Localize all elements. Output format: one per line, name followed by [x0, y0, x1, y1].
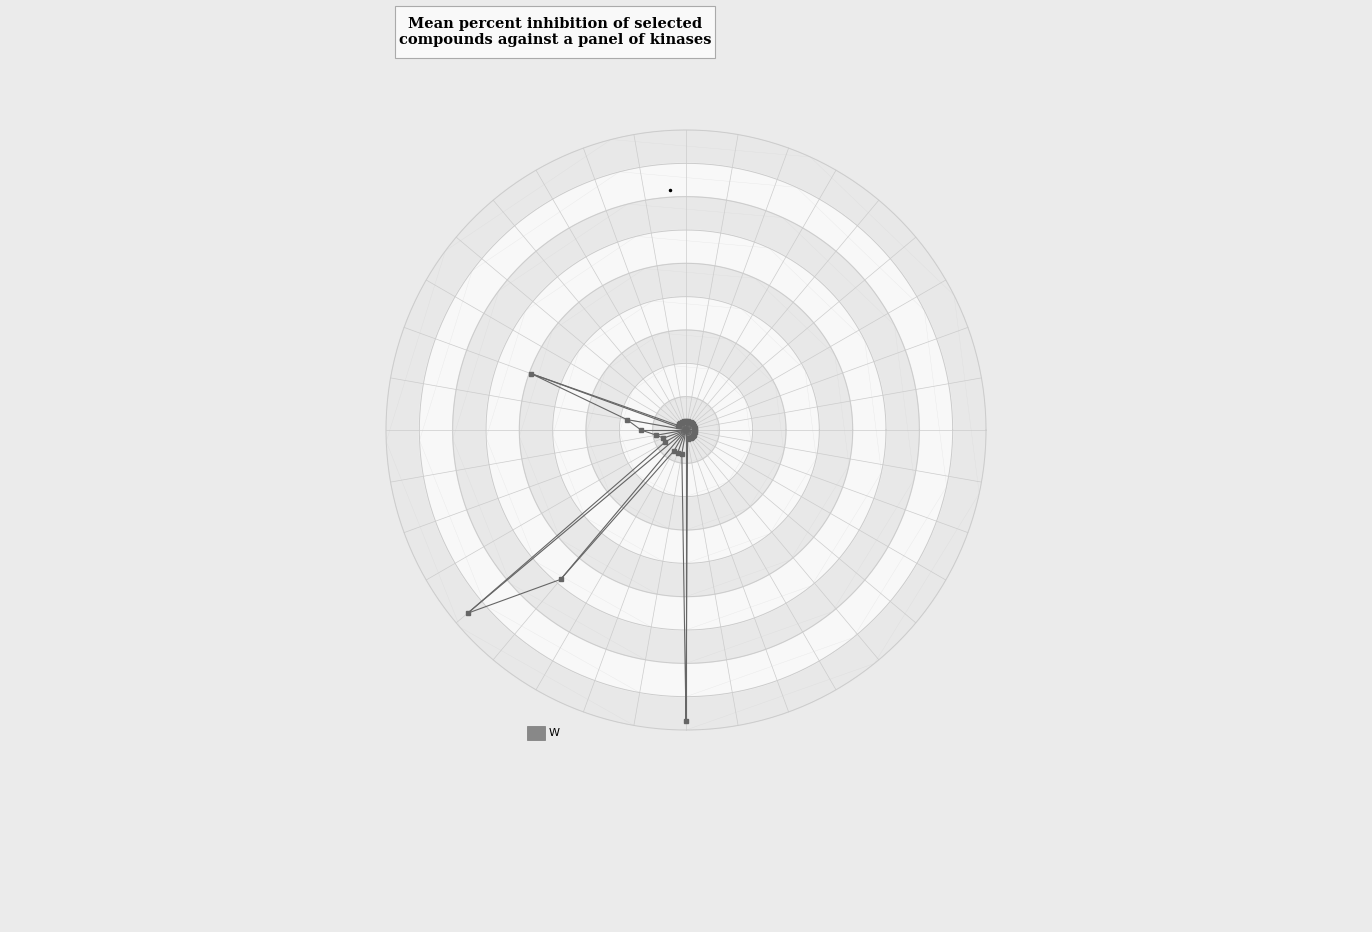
Bar: [527, 726, 545, 740]
Text: W: W: [549, 728, 560, 738]
Polygon shape: [386, 130, 986, 730]
Polygon shape: [520, 264, 852, 596]
Text: Mean percent inhibition of selected
compounds against a panel of kinases: Mean percent inhibition of selected comp…: [399, 17, 711, 48]
Polygon shape: [586, 330, 786, 530]
Polygon shape: [653, 397, 719, 463]
FancyBboxPatch shape: [395, 6, 715, 58]
Polygon shape: [486, 230, 886, 630]
Polygon shape: [553, 296, 819, 563]
Polygon shape: [619, 363, 753, 497]
Polygon shape: [420, 163, 952, 696]
Polygon shape: [453, 197, 919, 664]
